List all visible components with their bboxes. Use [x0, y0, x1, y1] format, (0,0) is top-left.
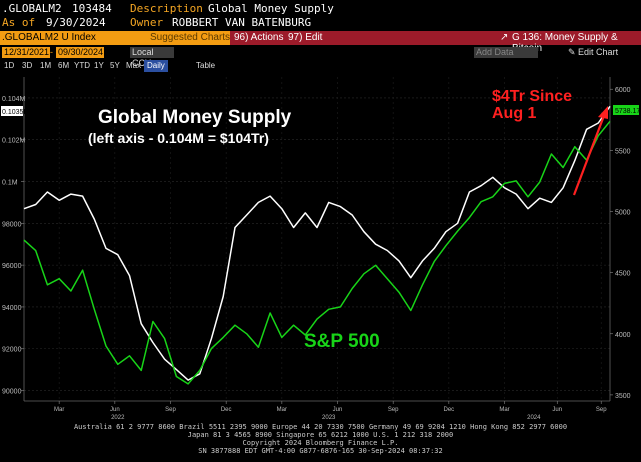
last-value-right: 5738.17 [615, 108, 640, 115]
grid [24, 77, 610, 401]
x-tick-label: Mar [277, 407, 287, 413]
right-tick-label: 4000 [615, 332, 631, 339]
x-tick-label: Mar [499, 407, 509, 413]
left-tick-label: 98000 [2, 221, 22, 228]
series-line-global-m2 [23, 105, 611, 381]
last-value-tag-left [1, 106, 23, 116]
x-tick-label: Jun [552, 407, 562, 413]
header-row-2: As of 9/30/2024 Owner ROBBERT VAN BATENB… [0, 16, 641, 30]
x-tick-label: Sep [165, 407, 176, 413]
footer-line-1: Australia 61 2 9777 8600 Brazil 5511 239… [73, 423, 568, 431]
function-bar: 96) Actions 97) Edit ↗ G 136: Money Supp… [230, 31, 641, 54]
x-tick-label: Sep [388, 407, 399, 413]
last-price: 103484 [72, 2, 112, 15]
tab-5y[interactable]: 5Y [110, 61, 120, 70]
tab-1m[interactable]: 1M [40, 61, 52, 70]
right-tick-label: 5500 [615, 148, 631, 155]
right-tick-label: 6000 [615, 87, 631, 94]
footer-line-4: SN 3877888 EDT GMT-4:00 G877-6876-165 30… [198, 447, 443, 455]
last-value-left: 0.1035M [2, 109, 29, 116]
description-label: Description [130, 2, 203, 15]
date-separator: - [50, 47, 53, 57]
x-axis: Mar Jun Sep Dec Mar Jun Sep Dec Mar Jun Sep 2022 202… [24, 400, 610, 421]
left-tick-label: 96000 [2, 263, 22, 270]
last-value-tag-right [613, 105, 639, 115]
chart-subtitle-text: (left axis - 0.104M = $104Tr) [88, 130, 269, 146]
trend-arrow [572, 112, 607, 196]
left-tick-label: 94000 [2, 305, 22, 312]
series-group [23, 105, 611, 385]
tab-ytd[interactable]: YTD [74, 61, 90, 70]
start-date-input[interactable]: 12/31/2021 [2, 47, 50, 58]
x-year-label: 2024 [527, 415, 541, 421]
suggested-charts-link[interactable]: Suggested Charts [150, 32, 231, 43]
security-field[interactable]: .GLOBALM2 U Index [2, 32, 96, 43]
add-data-input[interactable]: Add Data [474, 47, 538, 58]
x-tick-label: Dec [444, 407, 455, 413]
chart: 0.104M 0.102M 0.1M 98000 96000 94000 92000 9000… [0, 73, 641, 425]
owner-value: ROBBERT VAN BATENBURG [172, 16, 312, 29]
tab-3d[interactable]: 3D [22, 61, 33, 70]
tab-daily[interactable]: Daily [144, 60, 168, 72]
asof-value: 9/30/2024 [46, 16, 106, 29]
right-tick-label: 4500 [615, 271, 631, 278]
left-tick-label: 92000 [2, 347, 22, 354]
actions-menu[interactable]: 96) Actions [234, 32, 284, 43]
x-tick-label: Jun [110, 407, 120, 413]
edit-menu[interactable]: 97) Edit [288, 32, 323, 43]
header-row-1: .GLOBALM2 103484 Description Global Mone… [0, 2, 641, 16]
owner-label: Owner [130, 16, 164, 29]
edit-chart-button[interactable]: ✎ Edit Chart [568, 47, 619, 57]
tab-max[interactable]: Max [126, 61, 142, 70]
x-year-label: 2023 [322, 415, 336, 421]
left-tick-label: 0.104M [2, 96, 26, 103]
currency-select[interactable]: Local CCY [130, 47, 174, 68]
trend-arrow-head [598, 106, 608, 119]
description-value: Global Money Supply [208, 2, 334, 15]
tab-1y[interactable]: 1Y [94, 61, 104, 70]
chart-title-text: Global Money Supply [98, 107, 292, 128]
right-axis: 6000 5500 5000 4500 4000 3500 [609, 77, 631, 401]
left-tick-label: 0.102M [2, 138, 26, 145]
tab-6m[interactable]: 6M [58, 61, 70, 70]
left-axis: 0.104M 0.102M 0.1M 98000 96000 94000 92000 9000… [2, 77, 26, 401]
ticker-symbol[interactable]: .GLOBALM2 [2, 2, 62, 15]
chart-background [0, 73, 641, 425]
x-year-label: 2022 [111, 415, 125, 421]
edit-chart-label: Edit Chart [578, 47, 619, 57]
end-date-input[interactable]: 09/30/2024 [56, 47, 104, 58]
right-tick-label: 3500 [615, 393, 631, 400]
export-icon[interactable]: ↗ [500, 32, 509, 43]
annotation-aug1: Aug 1 [492, 105, 537, 122]
x-tick-label: Sep [596, 407, 607, 413]
series-line-sp500 [23, 120, 611, 385]
period-tabs: 1D 3D 1M 6M YTD 1Y 5Y Max Daily Table [0, 60, 641, 72]
x-tick-label: Dec [221, 407, 232, 413]
left-tick-label: 0.1M [2, 180, 18, 187]
footer-line-3: Copyright 2024 Bloomberg Finance L.P. [242, 439, 399, 447]
tab-table[interactable]: Table [196, 61, 216, 70]
tab-1d[interactable]: 1D [4, 61, 15, 70]
left-tick-label: 90000 [2, 389, 22, 396]
footer-line-2: Japan 81 3 4565 8900 Singapore 65 6212 1… [187, 431, 454, 439]
asof-label: As of [2, 16, 36, 29]
annotation-sp500: S&P 500 [304, 331, 380, 352]
controls-bar: 12/31/2021 - 09/30/2024 Local CCY Add Da… [0, 47, 641, 68]
command-bar: .GLOBALM2 U Index Suggested Charts 96) A… [0, 31, 641, 54]
x-tick-label: Jun [333, 407, 343, 413]
right-tick-label: 5000 [615, 209, 631, 216]
annotation-4tr: $4Tr Since [492, 88, 572, 105]
x-tick-label: Mar [54, 407, 64, 413]
